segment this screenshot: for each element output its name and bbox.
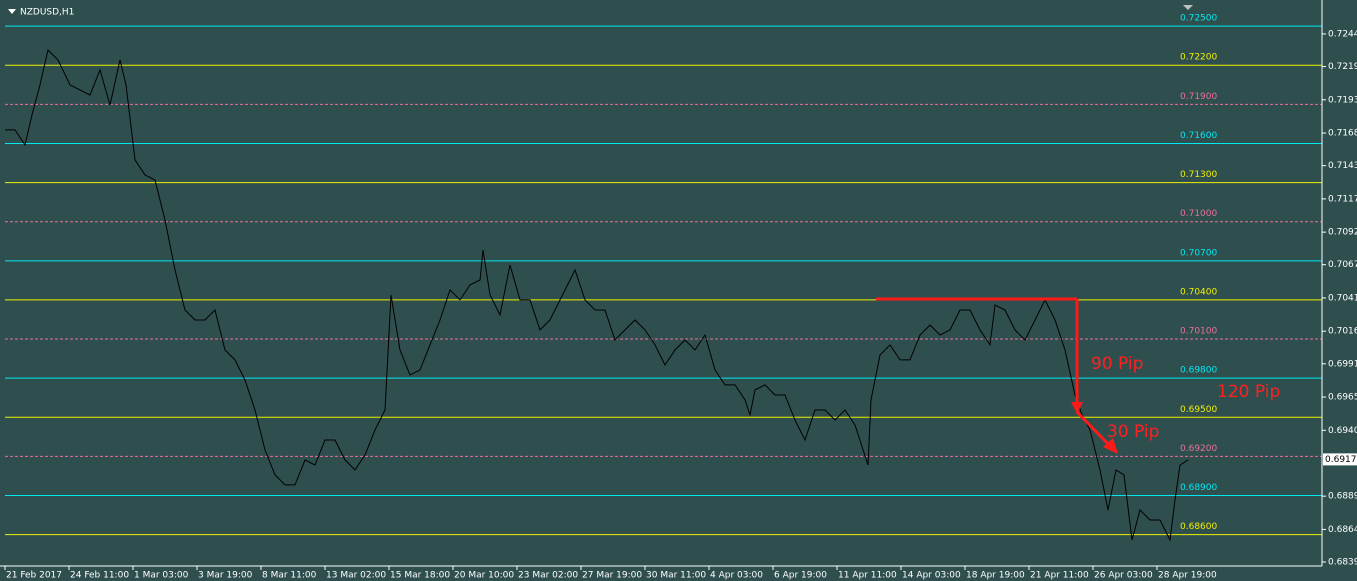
y-tick-label: 0.69655 xyxy=(1328,393,1357,403)
x-tick-label: 21 Feb 2017 xyxy=(6,571,62,581)
x-tick-label: 14 Apr 03:00 xyxy=(902,571,961,581)
level-label: 0.71900 xyxy=(1180,92,1217,102)
y-tick-label: 0.71935 xyxy=(1328,95,1357,105)
level-label: 0.71000 xyxy=(1180,209,1217,219)
level-label: 0.72200 xyxy=(1180,53,1217,63)
annotation-line xyxy=(1075,410,1112,448)
x-tick-label: 24 Feb 11:00 xyxy=(70,571,129,581)
menu-triangle[interactable] xyxy=(8,9,16,14)
x-tick-label: 8 Mar 11:00 xyxy=(262,571,317,581)
x-tick-label: 3 Mar 19:00 xyxy=(198,571,253,581)
levels: 0.72500 0.72200 0.71900 0.71600 0.71300 0.710… xyxy=(5,14,1322,536)
current-price-box xyxy=(1323,453,1357,466)
level-label: 0.71600 xyxy=(1180,131,1217,141)
x-tick-label: 18 Apr 19:00 xyxy=(966,571,1025,581)
level-label: 0.70400 xyxy=(1180,287,1217,297)
series xyxy=(5,49,1189,542)
x-tick-label: 30 Mar 11:00 xyxy=(646,571,706,581)
level-label: 0.70700 xyxy=(1180,248,1217,258)
y-tick-label: 0.68895 xyxy=(1328,492,1357,502)
x-tick-label: 23 Mar 02:00 xyxy=(518,571,578,581)
x-tick-label: 13 Mar 02:00 xyxy=(326,571,386,581)
x-tick-label: 6 Apr 19:00 xyxy=(774,571,827,581)
x-tick-label: 26 Apr 03:00 xyxy=(1094,571,1153,581)
annotation-arrow xyxy=(1103,438,1118,454)
x-tick-label: 20 Mar 10:00 xyxy=(454,571,514,581)
x-tick-label: 11 Apr 11:00 xyxy=(838,571,897,581)
y-tick-label: 0.71175 xyxy=(1328,194,1357,204)
x-tick-label: 15 Mar 18:00 xyxy=(390,571,450,581)
annotation-text: 90 Pip xyxy=(1091,354,1143,374)
current-price-label: 0.69177 xyxy=(1325,455,1357,465)
x-tick-label: 4 Apr 03:00 xyxy=(710,571,763,581)
level-label: 0.69500 xyxy=(1180,405,1217,415)
level-label: 0.68600 xyxy=(1180,522,1217,532)
x-tick-label: 27 Mar 19:00 xyxy=(582,571,642,581)
level-label: 0.68900 xyxy=(1180,483,1217,493)
y-tick-label: 0.70415 xyxy=(1328,293,1357,303)
drawings: 90 Pip 30 Pip 120 Pip xyxy=(876,297,1280,454)
annotation-text: 120 Pip xyxy=(1217,382,1280,402)
level-label: 0.71300 xyxy=(1180,170,1217,180)
chart-title: NZDUSD,H1 xyxy=(20,8,74,18)
x-tick-label: 1 Mar 03:00 xyxy=(134,571,189,581)
level-label: 0.70100 xyxy=(1180,327,1217,337)
level-label: 0.72500 xyxy=(1180,14,1217,24)
annotation-text: 30 Pip xyxy=(1107,422,1159,442)
x-tick-label: 28 Apr 19:00 xyxy=(1158,571,1217,581)
level-label: 0.69200 xyxy=(1180,444,1217,454)
annotation-arrow xyxy=(1071,402,1083,414)
level-label: 0.69800 xyxy=(1180,366,1217,376)
shift-marker xyxy=(1183,5,1193,10)
price-line xyxy=(5,49,1189,542)
x-tick-label: 21 Apr 11:00 xyxy=(1030,571,1089,581)
